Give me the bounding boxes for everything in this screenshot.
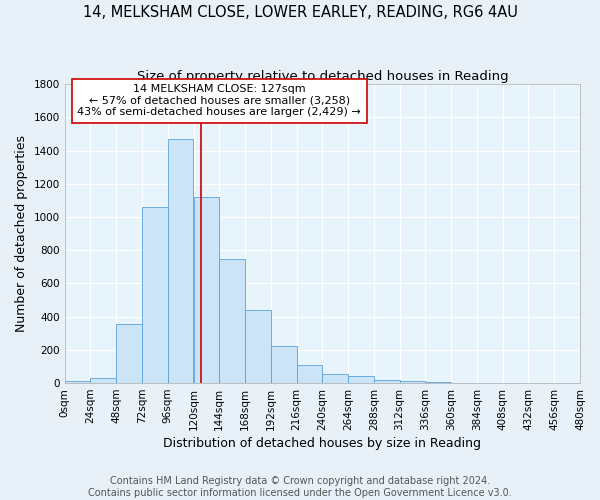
Bar (65, 380, 91, 383)
Bar (296, 365, 322, 383)
Text: 14, MELKSHAM CLOSE, LOWER EARLEY, READING, RG6 4AU: 14, MELKSHAM CLOSE, LOWER EARLEY, READIN… (83, 5, 517, 20)
Bar (425, 382, 451, 383)
Y-axis label: Number of detached properties: Number of detached properties (15, 135, 28, 332)
Text: 14 MELKSHAM CLOSE: 127sqm
← 57% of detached houses are smaller (3,258)
43% of se: 14 MELKSHAM CLOSE: 127sqm ← 57% of detac… (77, 84, 361, 117)
Bar (322, 374, 348, 383)
Title: Size of property relative to detached houses in Reading: Size of property relative to detached ho… (137, 70, 508, 83)
X-axis label: Distribution of detached houses by size in Reading: Distribution of detached houses by size … (163, 437, 481, 450)
Bar (168, 139, 193, 383)
Bar (245, 310, 271, 383)
Bar (91, 378, 116, 383)
Bar (193, 197, 219, 383)
Bar (219, 260, 245, 383)
Bar (374, 380, 400, 383)
Text: Contains HM Land Registry data © Crown copyright and database right 2024.
Contai: Contains HM Land Registry data © Crown c… (88, 476, 512, 498)
Bar (116, 324, 142, 383)
Bar (348, 376, 374, 383)
Bar (142, 207, 168, 383)
Bar (400, 380, 425, 383)
Bar (271, 346, 296, 383)
